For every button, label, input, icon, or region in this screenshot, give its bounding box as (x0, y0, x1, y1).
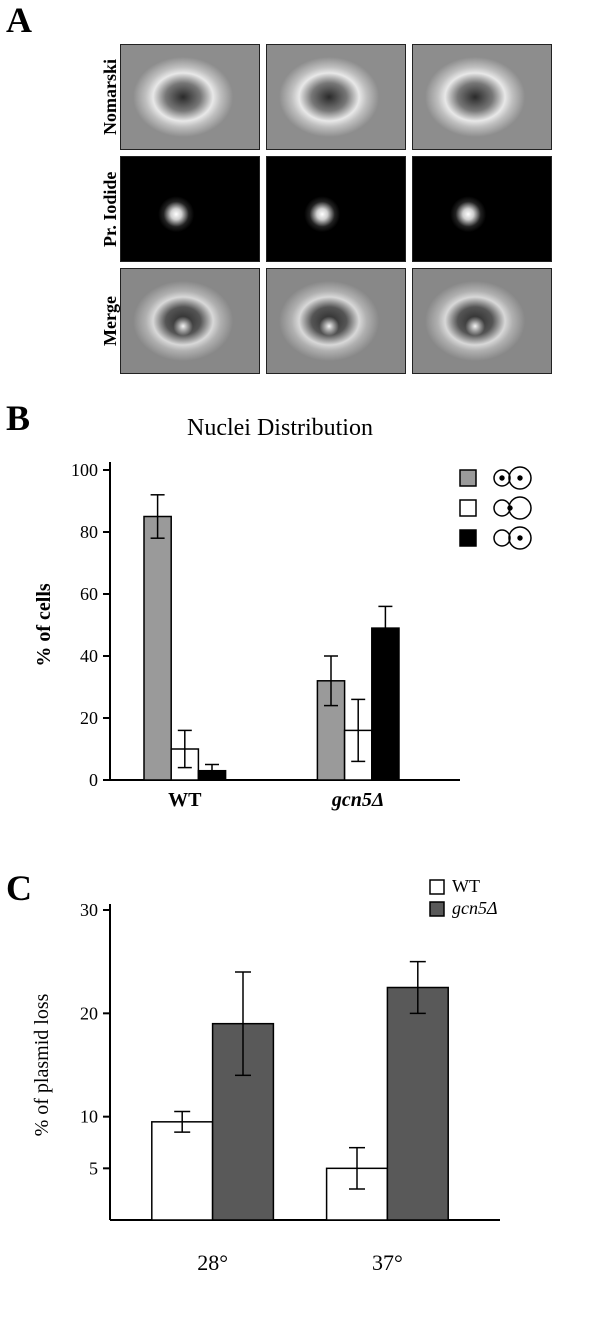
panel-a-rowlabel-merge: Merge (100, 268, 120, 374)
panel-b-label: B (6, 400, 30, 436)
figure: A Nomarski Pr. Iodide Merge B Nuclei Dis… (0, 0, 600, 1319)
legend-cell-icon (494, 467, 531, 489)
micrograph-nomarski-2 (266, 44, 406, 150)
legend-swatch (460, 500, 476, 516)
panel-c-ytick: 10 (80, 1107, 98, 1127)
panel-b: B Nuclei Distribution 0 20 40 60 80 100 % of ce… (0, 400, 600, 870)
micrograph-pi-2 (266, 156, 406, 262)
legend-label: WT (452, 876, 480, 896)
legend-cell-icon (494, 497, 531, 519)
micrograph-pi-1 (120, 156, 260, 262)
panel-b-ylabel: % of cells (33, 583, 55, 667)
panel-c-legend-item: WT (430, 876, 480, 896)
panel-b-title: Nuclei Distribution (187, 415, 373, 441)
panel-b-ytick: 60 (80, 584, 98, 604)
panel-a-label: A (6, 2, 32, 38)
legend-swatch (460, 530, 476, 546)
panel-c-ytick: 5 (89, 1158, 98, 1178)
micrograph-nomarski-3 (412, 44, 552, 150)
panel-b-legend (460, 467, 531, 549)
micrograph-merge-1 (120, 268, 260, 374)
panel-c-ylabel: % of plasmid loss (31, 993, 53, 1136)
panel-c-bar (152, 1122, 213, 1220)
panel-a: A Nomarski Pr. Iodide Merge (0, 0, 600, 400)
panel-b-ytick: 0 (89, 770, 98, 790)
panel-b-legend-item (460, 467, 531, 489)
legend-swatch (460, 470, 476, 486)
panel-b-bar (144, 517, 171, 781)
panel-b-ytick: 20 (80, 708, 98, 728)
panel-c-legend-item: gcn5Δ (430, 898, 498, 918)
panel-c-legend: WTgcn5Δ (430, 876, 498, 918)
panel-c-xlabel: 28° (197, 1250, 228, 1275)
panel-b-ytick: 80 (80, 522, 98, 542)
panel-b-xlabel: gcn5Δ (331, 789, 385, 811)
panel-c-chart: 5 10 20 30 % of plasmid loss 28° 37° WTgcn5Δ (0, 870, 600, 1319)
panel-c-ytick: 20 (80, 1003, 98, 1023)
micrograph-nomarski-1 (120, 44, 260, 150)
panel-b-legend-item (460, 527, 531, 549)
panel-b-chart: Nuclei Distribution 0 20 40 60 80 100 % of cell… (0, 400, 600, 870)
micrograph-pi-3 (412, 156, 552, 262)
panel-c-xlabel: 37° (372, 1250, 403, 1275)
panel-b-ytick: 100 (71, 460, 98, 480)
panel-c-ytick: 30 (80, 900, 98, 920)
panel-a-rowlabel-pi: Pr. Iodide (100, 156, 120, 262)
panel-b-bar (372, 628, 399, 780)
panel-b-xlabel: WT (168, 789, 202, 811)
micrograph-merge-3 (412, 268, 552, 374)
legend-cell-icon (494, 527, 531, 549)
legend-swatch (430, 902, 444, 916)
legend-label: gcn5Δ (452, 898, 498, 918)
panel-a-rowlabel-nomarski: Nomarski (100, 44, 120, 150)
micrograph-grid (120, 44, 552, 374)
panel-c: C 5 10 20 30 % of plasmid loss 28° 37° WTgcn5Δ (0, 870, 600, 1319)
panel-c-label: C (6, 870, 32, 906)
panel-b-legend-item (460, 497, 531, 519)
panel-b-ytick: 40 (80, 646, 98, 666)
micrograph-merge-2 (266, 268, 406, 374)
panel-c-bar (387, 988, 448, 1221)
legend-swatch (430, 880, 444, 894)
